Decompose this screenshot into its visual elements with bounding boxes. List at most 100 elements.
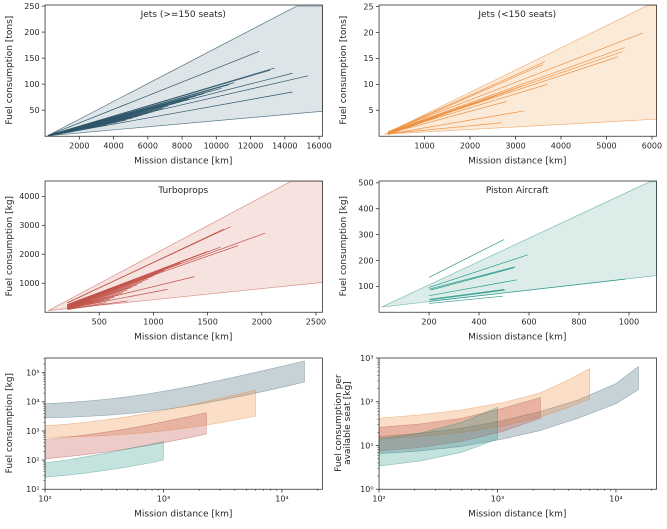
x-tick-label: 4000 — [550, 141, 570, 150]
x-tick-label: 500 — [92, 318, 107, 327]
x-tick-label: 6000 — [138, 141, 158, 150]
x-tick-label: 3000 — [505, 141, 525, 150]
y-tick-label: 50 — [29, 106, 39, 115]
turboprops-mission-line — [67, 302, 106, 311]
y-axis-label: Fuel consumption [kg] — [339, 196, 349, 296]
y-axis-label-line1: Fuel consumption per — [334, 374, 344, 472]
x-tick-label: 2000 — [69, 141, 89, 150]
chart-title: Turboprops — [157, 186, 208, 196]
y-tick-label: 4000 — [19, 192, 39, 201]
jets-large-mission-line — [48, 69, 271, 136]
y-tick-label: 25 — [363, 2, 373, 11]
x-tick-label: 1000 — [143, 318, 163, 327]
chart-title: Piston Aircraft — [485, 186, 548, 196]
jets-small-mission-line — [387, 32, 643, 132]
y-tick-label: 250 — [24, 2, 39, 11]
subplot-jets-large: 2000 4000 6000 8000 10000 12000 14000 16000 50 10… — [0, 0, 334, 176]
chart-turboprops: 500 1000 1500 2000 2500 1000 2000 3000 4000 Turb… — [5, 180, 326, 343]
y-tick-label: 10 — [363, 80, 373, 89]
plot-spines — [378, 180, 657, 313]
y-tick-label: 10⁰ — [360, 485, 373, 494]
chart-fuel-per-seat-log: 10² 10³ 10⁴ 10⁰ 10¹ 10² 10³ Mission distance [… — [334, 353, 657, 519]
x-tick-label: 2000 — [459, 141, 479, 150]
y-tick-label: 15 — [363, 54, 373, 63]
y-tick-label: 100 — [24, 80, 39, 89]
y-tick-label: 10³ — [26, 426, 39, 435]
y-tick-label: 10² — [26, 456, 39, 465]
turboprops-mission-line — [67, 294, 119, 310]
turboprops-band — [378, 396, 541, 451]
piston-mission-line — [430, 267, 514, 291]
x-tick-label: 2000 — [252, 318, 272, 327]
x-tick-label: 400 — [471, 318, 486, 327]
jets-small-mission-line — [388, 122, 502, 135]
y-tick-label: 10¹ — [26, 485, 39, 494]
jets-small-mission-line — [389, 110, 525, 135]
x-tick-label: 800 — [571, 318, 586, 327]
y-tick-label: 10² — [360, 397, 373, 406]
y-tick-label: 3000 — [19, 221, 39, 230]
subplot-fuel-per-seat-log: 10² 10³ 10⁴ 10⁰ 10¹ 10² 10³ Mission distance [… — [334, 353, 667, 529]
y-tick-label: 5 — [368, 106, 373, 115]
turboprops-mission-line — [67, 299, 111, 310]
x-tick-label: 10² — [372, 494, 385, 503]
chart-jets-large: 2000 4000 6000 8000 10000 12000 14000 16000 50 10… — [5, 2, 332, 166]
jets-large-band — [44, 360, 305, 418]
y-tick-label: 2000 — [19, 250, 39, 259]
y-tick-label: 10³ — [360, 353, 373, 362]
y-tick-label: 10¹ — [360, 441, 373, 450]
x-tick-label: 10³ — [157, 494, 170, 503]
subplot-fuel-vs-distance-log: 10² 10³ 10⁴ 10¹ 10² 10³ 10⁴ 10⁵ Mission distanc… — [0, 353, 334, 529]
jets-small-envelope — [383, 5, 657, 135]
x-tick-label: 14000 — [272, 141, 297, 150]
piston-envelope — [380, 181, 657, 308]
x-tick-label: 1000 — [618, 318, 638, 327]
y-tick-label: 200 — [24, 28, 39, 37]
jets-small-band — [378, 368, 590, 440]
y-tick-label: 10⁵ — [26, 368, 39, 377]
turboprops-mission-line — [67, 259, 187, 306]
y-axis-label: Fuel consumption [kg] — [5, 196, 15, 296]
y-tick-label: 150 — [24, 54, 39, 63]
plot-spines — [44, 4, 323, 137]
y-tick-label: 300 — [358, 231, 373, 240]
turboprops-mission-line — [67, 289, 128, 309]
jets-large-mission-line — [48, 128, 87, 137]
turboprops-band — [44, 411, 207, 459]
piston-mission-line — [428, 254, 528, 289]
turboprops-mission-line — [67, 267, 170, 307]
plot-spines — [44, 357, 323, 490]
subplot-turboprops: 500 1000 1500 2000 2500 1000 2000 3000 4000 Turb… — [0, 176, 334, 352]
x-tick-label: 5000 — [596, 141, 616, 150]
jets-small-mission-line — [388, 61, 545, 132]
x-tick-label: 16000 — [306, 141, 331, 150]
x-axis-label: Mission distance [km] — [468, 156, 566, 166]
y-axis-label: Fuel consumption [tons] — [339, 16, 349, 125]
turboprops-envelope — [47, 181, 323, 312]
jets-large-band — [378, 365, 639, 454]
x-tick-label: 8000 — [172, 141, 192, 150]
y-tick-label: 200 — [358, 257, 373, 266]
turboprops-mission-line — [67, 297, 115, 310]
x-axis-label: Mission distance [km] — [468, 509, 566, 519]
x-tick-label: 10⁴ — [275, 494, 288, 503]
piston-mission-line — [428, 279, 517, 297]
piston-mission-line — [428, 289, 504, 300]
piston-mission-line — [428, 239, 504, 278]
plot-spines — [378, 4, 657, 137]
chart-title: Jets (<150 seats) — [477, 10, 556, 20]
jets-small-mission-line — [388, 64, 543, 133]
x-tick-label: 2500 — [306, 318, 326, 327]
x-tick-label: 10³ — [490, 494, 503, 503]
turboprops-mission-line — [67, 281, 143, 308]
y-tick-label: 10⁴ — [26, 397, 39, 406]
x-tick-label: 200 — [421, 318, 436, 327]
jets-small-mission-line — [387, 47, 625, 133]
turboprops-mission-line — [67, 229, 225, 304]
subplot-jets-small: 1000 2000 3000 4000 5000 6000 5 10 15 20 25 Jets (… — [334, 0, 667, 176]
subplot-piston: 200 400 600 800 1000 100 200 300 400 500 Piston A… — [334, 176, 667, 352]
plot-spines — [378, 357, 657, 490]
x-tick-label: 6000 — [641, 141, 661, 150]
jets-large-envelope — [47, 5, 323, 137]
y-tick-label: 20 — [363, 28, 373, 37]
